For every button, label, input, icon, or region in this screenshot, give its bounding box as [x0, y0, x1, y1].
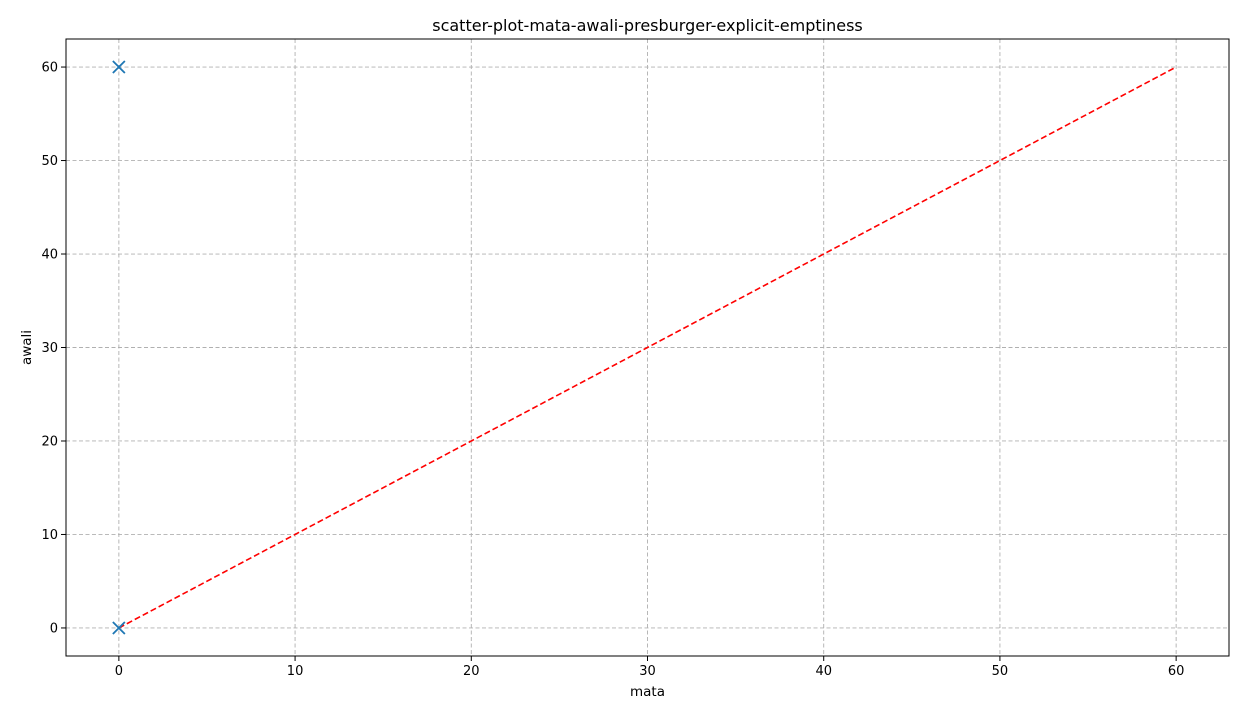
- x-tick-label: 10: [287, 664, 304, 679]
- scatter-point: [112, 60, 126, 74]
- y-tick-label: 40: [41, 248, 58, 263]
- y-tick-label: 60: [41, 61, 58, 76]
- y-tick-label: 30: [41, 341, 58, 356]
- x-tick-label: 50: [992, 664, 1009, 679]
- x-tick-label: 30: [639, 664, 656, 679]
- y-tick-label: 0: [50, 621, 58, 636]
- scatter-point-stroke: [112, 621, 126, 635]
- x-tick-label: 40: [815, 664, 832, 679]
- reference-line: [118, 66, 1177, 629]
- chart-title: scatter-plot-mata-awali-presburger-expli…: [432, 16, 863, 35]
- x-tick-label: 20: [463, 664, 480, 679]
- reference-line-layer: [118, 66, 1177, 629]
- y-tick-label: 20: [41, 434, 58, 449]
- scatter-point-stroke: [112, 60, 126, 74]
- y-tick-label: 50: [41, 154, 58, 169]
- tick-layer: 0 10 20 30 40 50 60 0 10 20 30 40 50 60: [41, 61, 1184, 679]
- marker-layer: [112, 60, 126, 635]
- x-tick-label: 0: [115, 664, 123, 679]
- x-tick-label: 60: [1168, 664, 1185, 679]
- x-axis-label: mata: [630, 684, 665, 700]
- y-tick-label: 10: [41, 528, 58, 543]
- scatter-point: [112, 621, 126, 635]
- y-axis-label: awali: [19, 330, 35, 365]
